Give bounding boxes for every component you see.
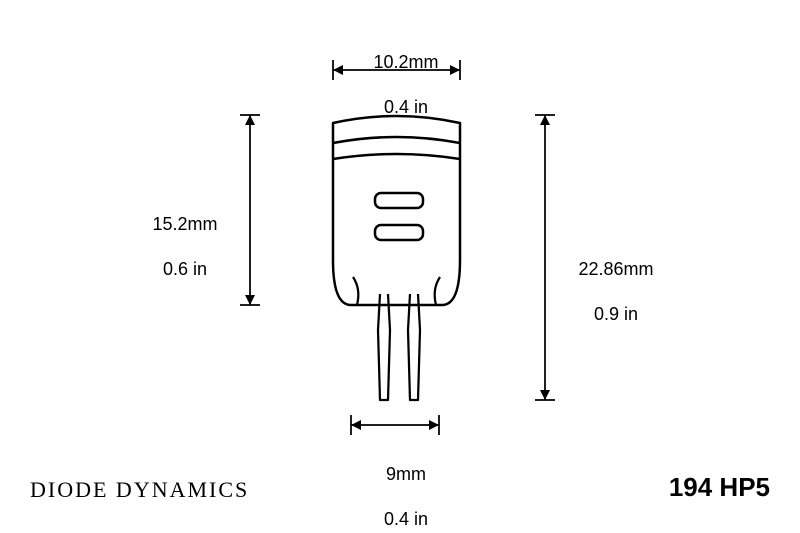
dim-left-mm: 15.2mm	[152, 214, 217, 234]
dim-label-base-width: 9mm 0.4 in	[364, 440, 428, 533]
dim-right-mm: 22.86mm	[578, 259, 653, 279]
dim-right-in: 0.9 in	[594, 304, 638, 324]
dim-left-in: 0.6 in	[163, 259, 207, 279]
dim-top-mm: 10.2mm	[373, 52, 438, 72]
dim-label-total-height: 22.86mm 0.9 in	[558, 235, 653, 348]
brand-text: DIODE DYNAMICS	[30, 477, 249, 503]
dim-label-top-width: 10.2mm 0.4 in	[353, 28, 438, 141]
dim-label-body-height: 15.2mm 0.6 in	[132, 190, 217, 303]
diagram-canvas: 10.2mm 0.4 in 15.2mm 0.6 in 22.86mm 0.9 …	[0, 0, 800, 533]
dim-top-in: 0.4 in	[384, 97, 428, 117]
dim-bottom-mm: 9mm	[386, 464, 426, 484]
model-text: 194 HP5	[669, 472, 770, 503]
dim-bottom-in: 0.4 in	[384, 509, 428, 529]
